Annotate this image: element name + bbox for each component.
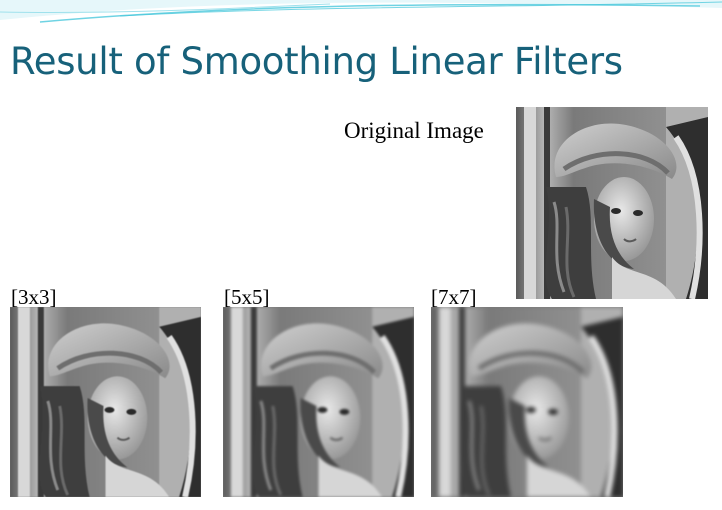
slide-title: Result of Smoothing Linear Filters [10,40,623,83]
filter-7x7-image [431,307,623,497]
blurred-portrait-photo [431,307,623,497]
filter-3x3-image [10,307,201,497]
blurred-portrait-photo [10,307,201,497]
blurred-portrait-photo [223,307,414,497]
filter-3x3-caption: [3x3] [11,285,57,309]
filter-5x5-image [223,307,414,497]
filter-5x5-caption: [5x5] [224,285,270,309]
filter-7x7-caption: [7x7] [431,285,477,309]
original-image-caption: Original Image [344,118,484,143]
top-decoration [0,0,722,23]
original-image [516,107,708,299]
portrait-photo [516,107,708,299]
